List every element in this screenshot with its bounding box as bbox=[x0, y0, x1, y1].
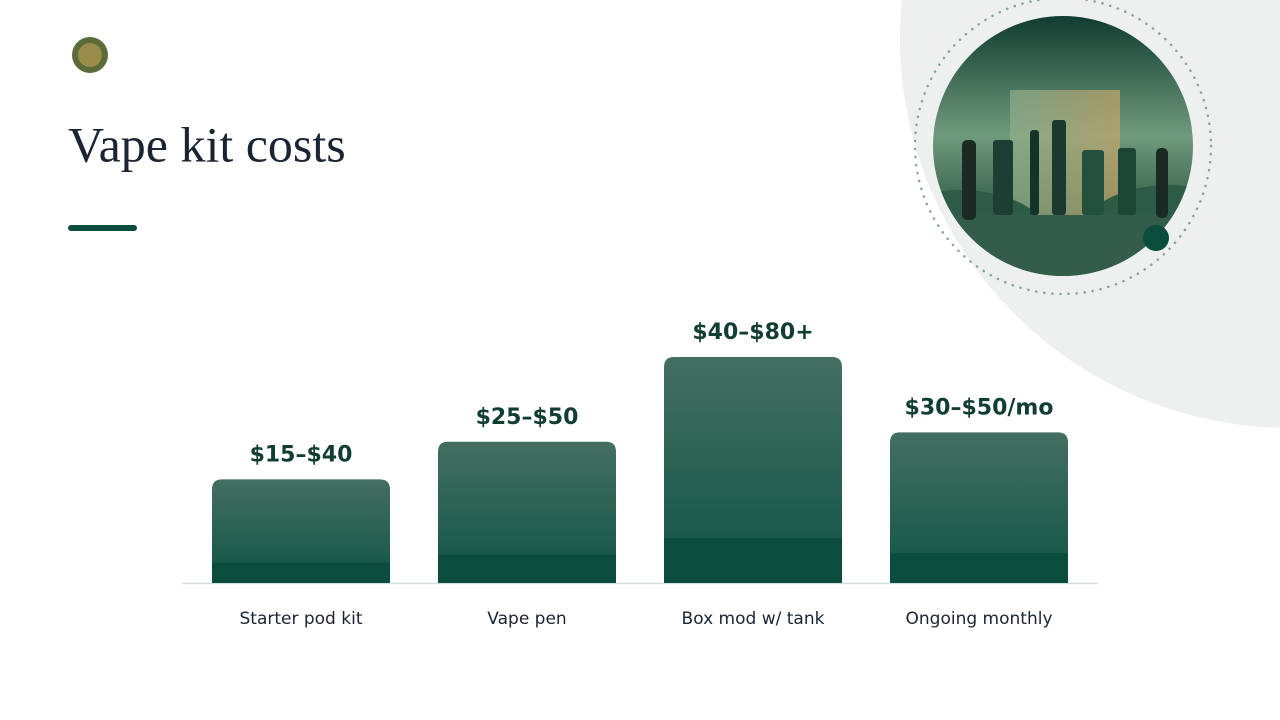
value-label: $40–$80+ bbox=[692, 320, 813, 345]
logo-inner bbox=[78, 43, 102, 67]
slide-title: Vape kit costs bbox=[68, 116, 346, 172]
category-label: Starter pod kit bbox=[239, 609, 362, 629]
category-label: Vape pen bbox=[487, 609, 566, 629]
value-label: $30–$50/mo bbox=[905, 395, 1054, 420]
dotted-ring bbox=[913, 0, 1213, 296]
bar bbox=[664, 357, 842, 583]
bar bbox=[438, 441, 616, 583]
bar bbox=[890, 432, 1068, 583]
value-label: $25–$50 bbox=[476, 405, 579, 430]
title-underline bbox=[68, 225, 137, 231]
category-label: Ongoing monthly bbox=[906, 609, 1053, 629]
accent-dot bbox=[1143, 225, 1169, 251]
category-label: Box mod w/ tank bbox=[682, 609, 825, 629]
bar bbox=[212, 479, 390, 583]
value-label: $15–$40 bbox=[250, 442, 353, 467]
